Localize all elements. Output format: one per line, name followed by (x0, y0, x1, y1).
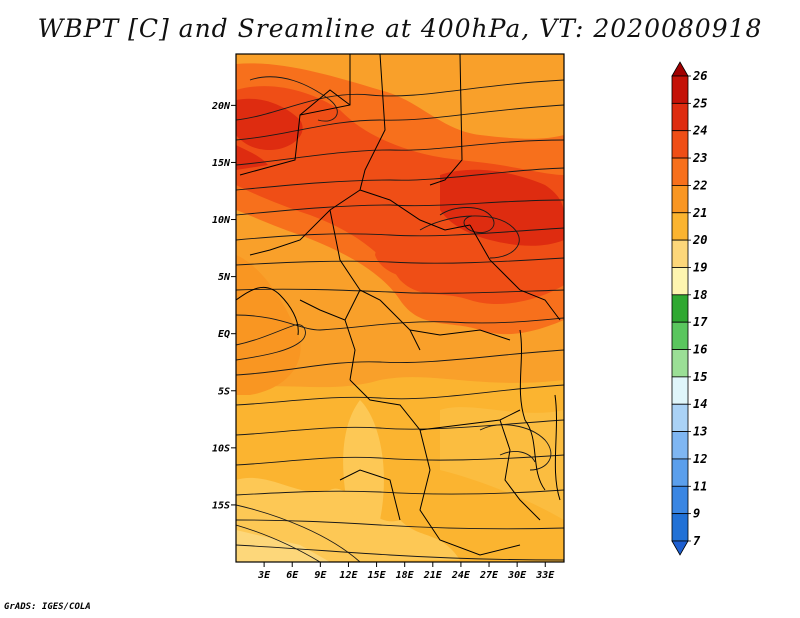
lon-tick-label: 15E (368, 570, 387, 581)
country-borders (236, 54, 561, 556)
colorbar-label: 16 (693, 343, 707, 357)
lat-tick-label: 10N (212, 215, 231, 226)
lat-tick-label: 5S (218, 386, 230, 397)
colorbar-label: 21 (692, 206, 707, 220)
lat-tick-label: 15N (212, 158, 231, 169)
colorbar-swatch (671, 321, 689, 350)
colorbar-swatch (671, 130, 689, 159)
colorbar-swatch (671, 294, 689, 323)
colorbar-label: 20 (692, 233, 707, 247)
lon-tick-label: 6E (286, 570, 299, 581)
colorbar-label: 7 (693, 534, 701, 548)
lon-tick-label: 9E (314, 570, 327, 581)
lat-tick-label: 5N (218, 272, 231, 283)
lat-tick-label: 20N (211, 101, 231, 112)
lon-tick-label: 21E (423, 570, 443, 581)
colorbar-label: 14 (693, 397, 707, 411)
lon-tick-label: 33E (535, 570, 555, 581)
colorbar-swatch (671, 239, 689, 268)
colorbar-label: 19 (693, 260, 707, 274)
lon-tick-label: 30E (507, 570, 527, 581)
colorbar-top-arrow (671, 61, 689, 77)
lon-tick-label: 3E (257, 570, 271, 581)
colorbar-label: 12 (693, 452, 707, 466)
streamlines (236, 76, 564, 562)
colorbar-label: 11 (693, 479, 707, 493)
colorbar-swatch (671, 458, 689, 487)
colorbar-label: 23 (692, 151, 707, 165)
colorbar-label: 22 (692, 178, 707, 192)
wbpt-shading (236, 54, 564, 562)
lon-tick-label: 12E (339, 570, 358, 581)
colorbar-label: 17 (693, 315, 708, 329)
grads-credit: GrADS: IGES/COLA (4, 602, 91, 612)
latitude-axis: 20N 15N 10N 5N EQ 5S 10S 15S (211, 101, 236, 511)
lon-tick-label: 18E (396, 570, 415, 581)
colorbar-label: 24 (692, 124, 707, 138)
lon-tick-label: 24E (451, 570, 471, 581)
colorbar-label: 26 (692, 69, 707, 83)
map-title: WBPT [C] and Sreamline at 400hPa, VT: 20… (37, 14, 763, 43)
lat-tick-label: 15S (212, 500, 230, 511)
colorbar-swatch (671, 485, 689, 515)
colorbar-swatch (671, 75, 689, 104)
colorbar-label: 18 (693, 288, 707, 302)
colorbar-swatch (671, 212, 689, 241)
colorbar: 26 25 24 23 22 21 20 19 18 17 16 15 14 13 12 11 9 7 (671, 61, 708, 556)
map-frame (235, 53, 565, 563)
colorbar-swatch (671, 267, 689, 296)
lon-tick-label: 27E (479, 570, 499, 581)
colorbar-label: 9 (693, 507, 700, 521)
lat-tick-label: EQ (218, 329, 230, 340)
colorbar-bottom-arrow (671, 540, 689, 556)
colorbar-swatch (671, 349, 689, 378)
colorbar-swatch (671, 403, 689, 432)
colorbar-swatch (671, 376, 689, 405)
lat-tick-label: 10S (212, 443, 230, 454)
colorbar-label: 25 (692, 96, 707, 110)
longitude-axis: 3E 6E 9E 12E 15E 18E 21E 24E 27E 30E 33E (257, 562, 555, 581)
colorbar-swatch (671, 102, 689, 132)
colorbar-swatch (671, 513, 689, 542)
colorbar-swatch (671, 431, 689, 460)
colorbar-swatch (671, 157, 689, 186)
colorbar-label: 15 (693, 370, 707, 384)
colorbar-swatch (671, 185, 689, 214)
colorbar-label: 13 (693, 425, 707, 439)
